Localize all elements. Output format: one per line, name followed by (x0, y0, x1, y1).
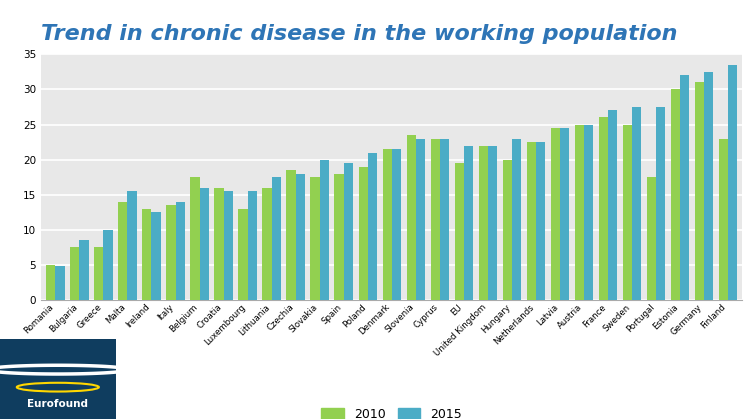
Bar (632, 107, 641, 300)
Bar (272, 177, 280, 300)
Bar (512, 139, 521, 300)
Bar (584, 124, 593, 300)
Bar (608, 111, 617, 300)
Bar (214, 188, 224, 300)
Bar (80, 240, 89, 300)
Text: Graph presents trend in chronic disease as a percentage of the working populatio: Graph presents trend in chronic disease … (182, 363, 680, 372)
Bar (151, 212, 160, 300)
Bar (574, 124, 584, 300)
Bar (536, 142, 545, 300)
Bar (623, 124, 632, 300)
Bar (319, 160, 329, 300)
Bar (295, 173, 304, 300)
Bar (0, 339, 116, 419)
Bar (656, 107, 665, 300)
Bar (647, 177, 656, 300)
Bar (560, 128, 569, 300)
Bar (368, 153, 377, 300)
Bar (46, 264, 55, 300)
Bar (680, 75, 689, 300)
Bar (55, 266, 65, 300)
Bar (479, 145, 488, 300)
Bar (527, 142, 536, 300)
Text: Source: Eurostat, hlth_silc_04, extracted 14 June 2019: Source: Eurostat, hlth_silc_04, extracte… (302, 391, 560, 400)
Legend: 2010, 2015: 2010, 2015 (321, 408, 463, 419)
Bar (239, 209, 248, 300)
Bar (310, 177, 319, 300)
Bar (718, 139, 728, 300)
Bar (430, 139, 439, 300)
Bar (416, 139, 424, 300)
Bar (383, 149, 392, 300)
Bar (334, 173, 344, 300)
Bar (224, 191, 233, 300)
Text: Trend in chronic disease in the working population: Trend in chronic disease in the working … (41, 24, 677, 44)
Text: Eurofound: Eurofound (28, 399, 88, 409)
Bar (166, 205, 175, 300)
Bar (439, 139, 449, 300)
Bar (695, 83, 703, 300)
Bar (142, 209, 151, 300)
Bar (728, 65, 737, 300)
Bar (175, 202, 185, 300)
Bar (94, 247, 104, 300)
Bar (392, 149, 401, 300)
Bar (263, 188, 272, 300)
Bar (248, 191, 257, 300)
Bar (703, 72, 713, 300)
Bar (359, 166, 368, 300)
Bar (503, 160, 512, 300)
Bar (464, 145, 473, 300)
Bar (454, 163, 464, 300)
Bar (199, 188, 209, 300)
Bar (70, 247, 80, 300)
Bar (344, 163, 353, 300)
Bar (190, 177, 199, 300)
Bar (551, 128, 560, 300)
Bar (671, 90, 680, 300)
Bar (128, 191, 137, 300)
Bar (407, 135, 416, 300)
Bar (104, 230, 113, 300)
Bar (119, 202, 128, 300)
Bar (598, 117, 608, 300)
Bar (286, 170, 295, 300)
Bar (488, 145, 497, 300)
